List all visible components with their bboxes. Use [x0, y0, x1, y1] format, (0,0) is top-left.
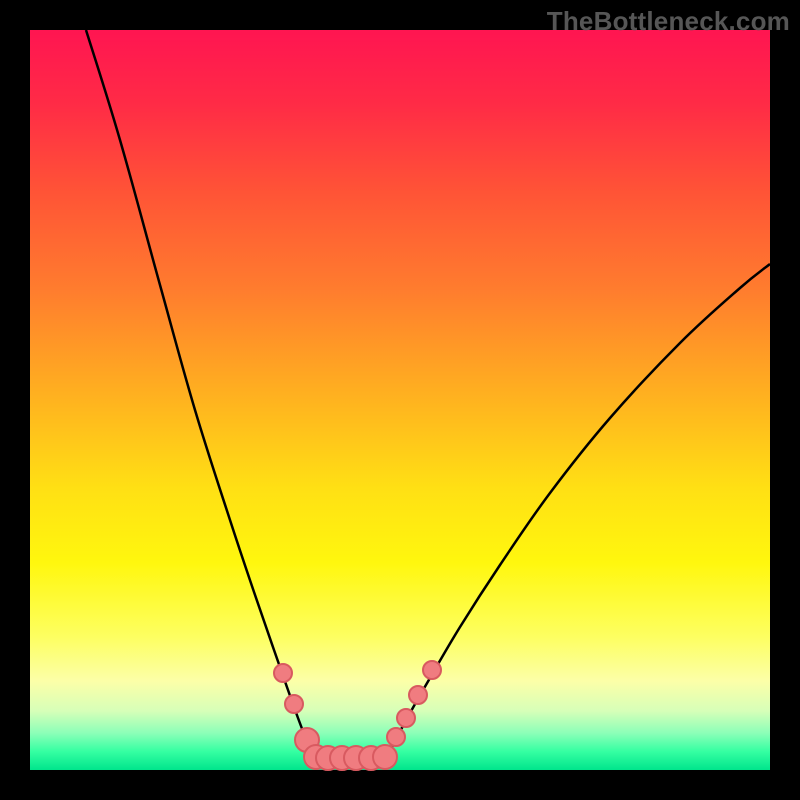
watermark-text: TheBottleneck.com: [547, 6, 790, 37]
chart-plot-area: [30, 30, 770, 770]
